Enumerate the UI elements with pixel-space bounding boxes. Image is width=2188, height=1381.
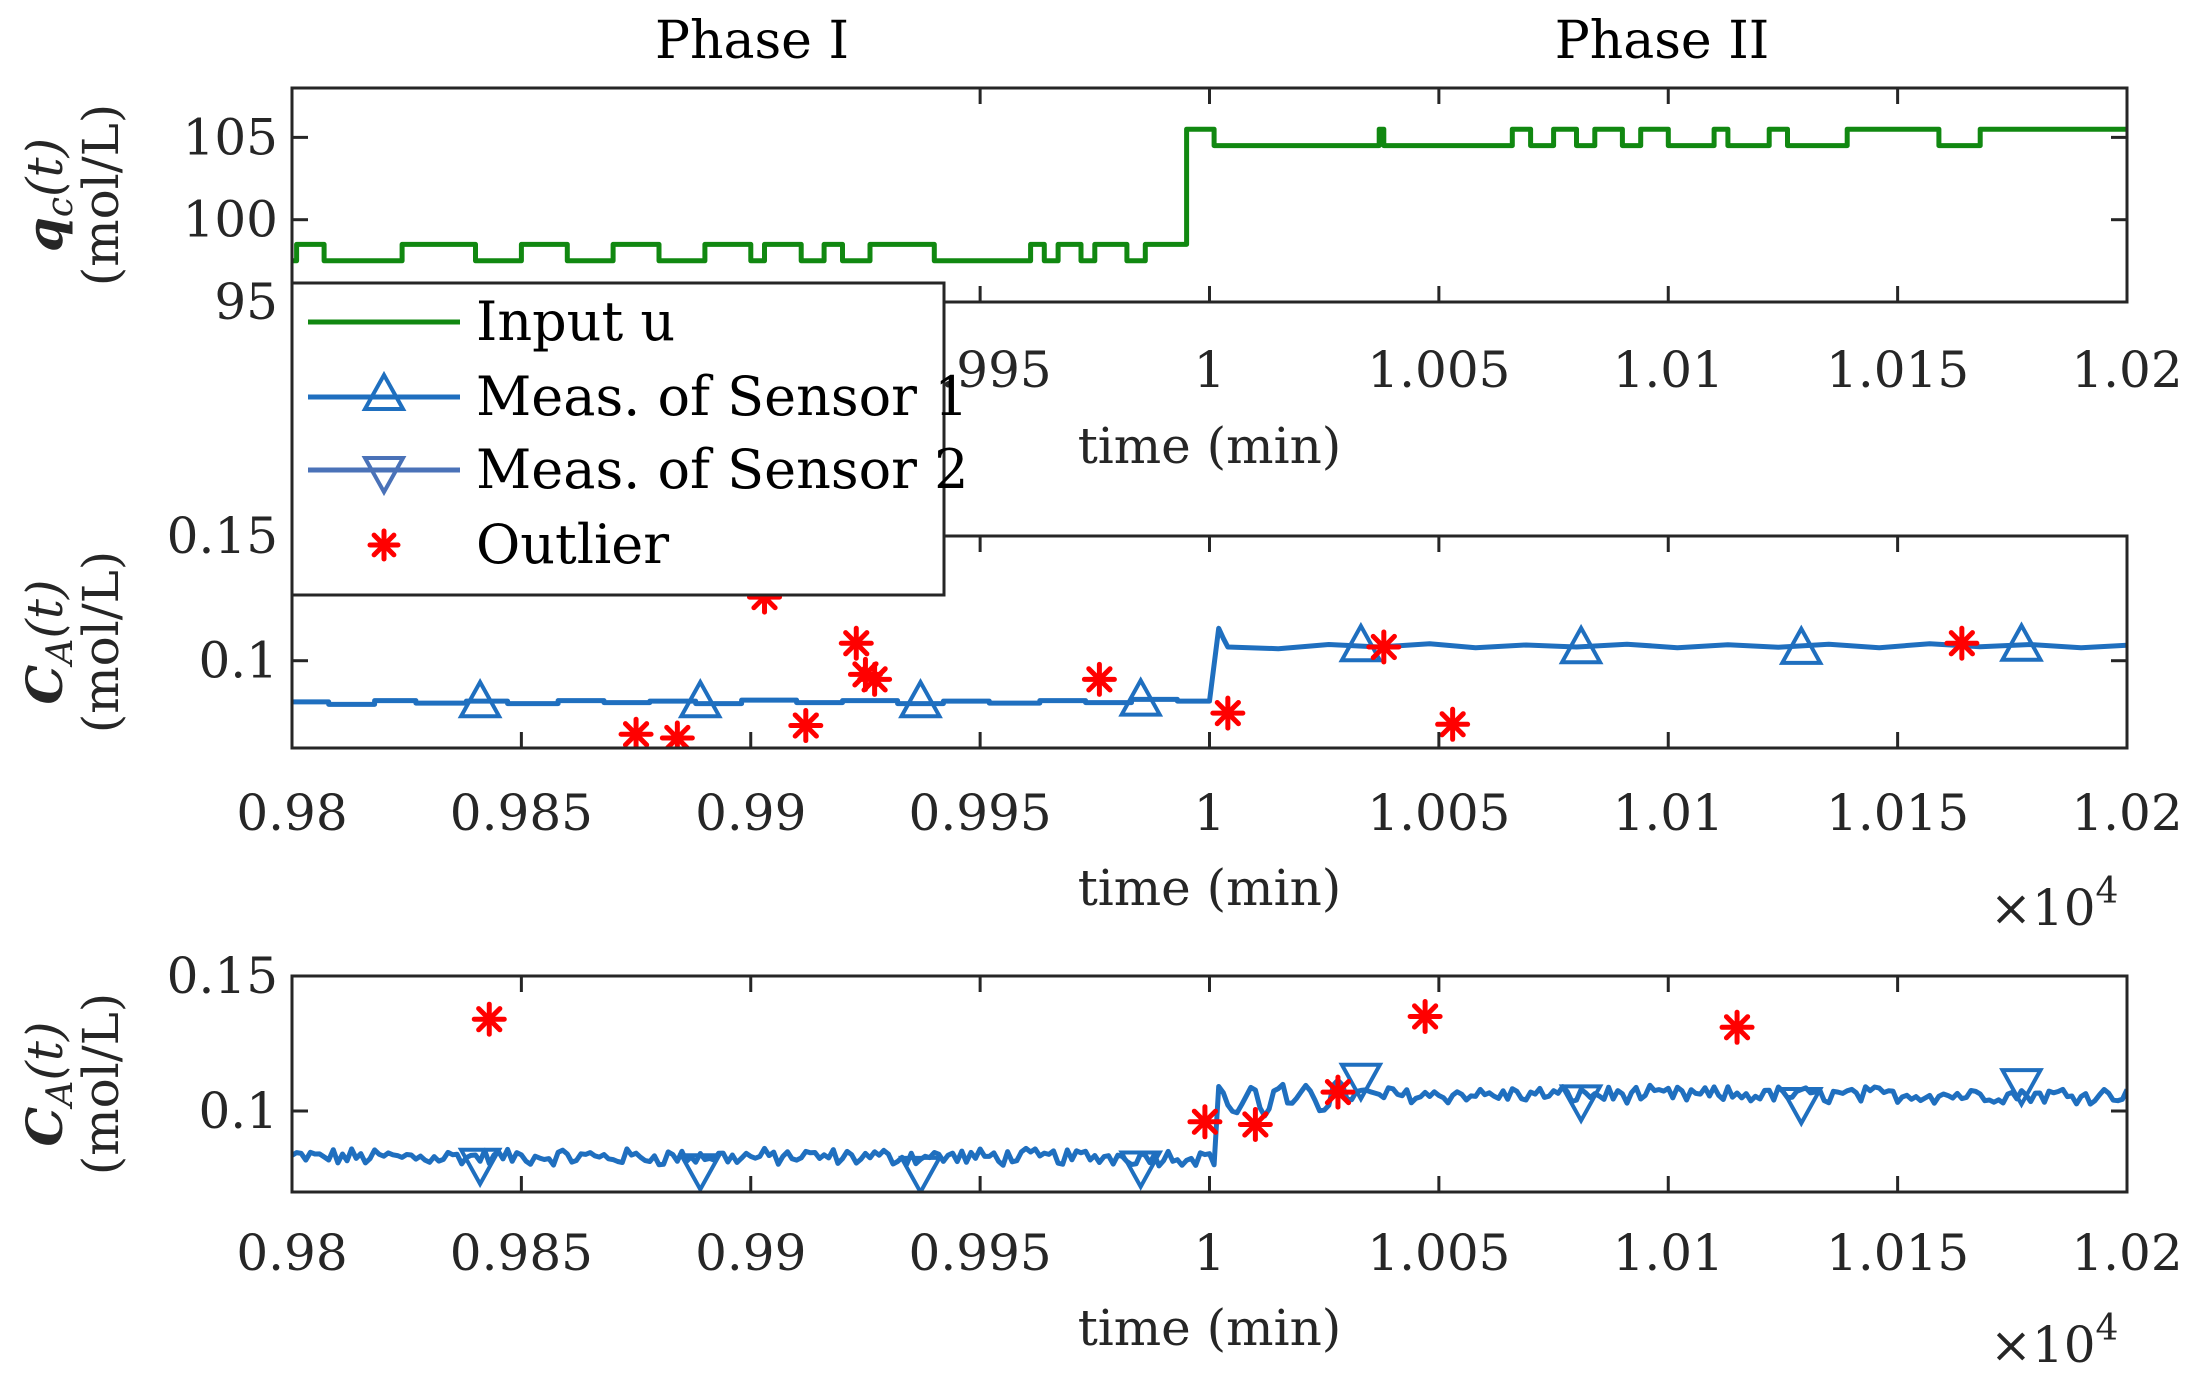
x-tick-label: 0.99 bbox=[695, 784, 806, 842]
y-tick-label: 0.1 bbox=[198, 632, 278, 690]
x-tick-label: 1.015 bbox=[1826, 1224, 1969, 1282]
x-tick-label: 1.02 bbox=[2071, 784, 2182, 842]
legend-triangle-up-icon bbox=[361, 370, 407, 411]
legend-asterisk-icon bbox=[367, 528, 401, 562]
y-tick-label: 0.15 bbox=[167, 507, 278, 565]
triangle-down-marker bbox=[898, 1155, 943, 1192]
x-axis-label: time (min) bbox=[1078, 859, 1342, 917]
outlier-point bbox=[1944, 625, 1980, 661]
y-axis-unit: (mol/L) bbox=[72, 993, 130, 1176]
x-tick-label: 1.005 bbox=[1367, 784, 1510, 842]
legend-item-outlier: Outlier bbox=[367, 513, 669, 576]
series-line bbox=[292, 126, 2127, 264]
outlier-point bbox=[1719, 1009, 1755, 1045]
outlier-point bbox=[471, 1001, 507, 1037]
x-tick-label: 1.005 bbox=[1367, 341, 1510, 399]
x-tick-label: 1 bbox=[1194, 784, 1226, 842]
legend: Input u Meas. of Sensor 1 Meas. of Senso… bbox=[290, 281, 968, 597]
x-tick-label: 0.99 bbox=[695, 1224, 806, 1282]
x-tick-label: 0.995 bbox=[909, 784, 1052, 842]
triangle-down-marker bbox=[1999, 1068, 2044, 1109]
x-tick-label: 1.01 bbox=[1613, 784, 1724, 842]
outlier-point bbox=[1320, 1074, 1356, 1110]
outlier-point bbox=[1187, 1104, 1223, 1140]
x-tick-label: 1.005 bbox=[1367, 1224, 1510, 1282]
series-meas-of-sensor-2 bbox=[292, 1062, 2127, 1192]
legend-sensor1-label: Meas. of Sensor 1 bbox=[476, 365, 968, 428]
x-multiplier-middle: ×104 bbox=[1990, 871, 2118, 937]
y-tick-label: 0.1 bbox=[198, 1082, 278, 1140]
x-tick-label: 1.01 bbox=[1613, 341, 1724, 399]
triangle-down-marker bbox=[1338, 1062, 1384, 1104]
triangle-down-marker bbox=[1778, 1087, 1824, 1128]
legend-box bbox=[290, 281, 946, 597]
triangle-up-marker bbox=[1999, 621, 2044, 662]
panel-middle: 0.98 0.985 0.99 0.995 1 1.005 1.01 1.015 1.02 0.1… bbox=[15, 507, 2183, 917]
y-tick-label: 95 bbox=[214, 273, 278, 331]
y-axis-label: qc(t) bbox=[15, 138, 81, 252]
outlier-point bbox=[788, 708, 824, 744]
triangle-down-marker bbox=[457, 1147, 503, 1189]
x-multiplier-bottom: ×104 bbox=[1990, 1308, 2118, 1374]
triangle-down-marker bbox=[1118, 1150, 1164, 1191]
outlier-point bbox=[857, 661, 893, 697]
triangle-down-marker bbox=[1558, 1084, 1604, 1125]
panel-bottom: 0.98 0.985 0.99 0.995 1 1.005 1.01 1.015 1.02 0.1… bbox=[15, 947, 2183, 1357]
legend-sensor2-label: Meas. of Sensor 2 bbox=[476, 438, 968, 501]
x-tick-label: 0.985 bbox=[450, 1224, 593, 1282]
series-outlier bbox=[471, 999, 1755, 1142]
phase-1-title: Phase I bbox=[655, 11, 849, 71]
x-tick-label: 1.02 bbox=[2071, 1224, 2182, 1282]
triangle-up-marker bbox=[1118, 676, 1164, 717]
outlier-point bbox=[1237, 1107, 1273, 1142]
series-line bbox=[292, 1077, 2127, 1169]
series-meas-of-sensor-1 bbox=[292, 621, 2127, 719]
x-axis-label: time (min) bbox=[1078, 1299, 1342, 1357]
outlier-point bbox=[659, 720, 695, 748]
triangle-up-marker bbox=[457, 677, 503, 719]
triangle-up-marker bbox=[677, 677, 723, 719]
outlier-point bbox=[1407, 999, 1443, 1034]
x-tick-label: 0.98 bbox=[236, 1224, 347, 1282]
x-tick-label: 1.02 bbox=[2071, 341, 2182, 399]
legend-outlier-label: Outlier bbox=[476, 513, 669, 576]
x-tick-label: 1 bbox=[1194, 341, 1226, 399]
y-axis-unit: (mol/L) bbox=[72, 551, 130, 734]
x-tick-label: 1.01 bbox=[1613, 1224, 1724, 1282]
series-line bbox=[292, 625, 2127, 707]
x-tick-label: 1.015 bbox=[1826, 341, 1969, 399]
x-tick-label: 1.015 bbox=[1826, 784, 1969, 842]
triangle-up-marker bbox=[898, 677, 943, 719]
y-axis-label: CA(t) bbox=[15, 1022, 81, 1147]
y-tick-label: 100 bbox=[183, 191, 278, 249]
legend-item-sensor2: Meas. of Sensor 2 bbox=[308, 438, 968, 501]
legend-input-label: Input u bbox=[476, 290, 675, 353]
y-axis-unit: (mol/L) bbox=[72, 104, 130, 287]
outlier-point bbox=[1081, 661, 1117, 697]
triangle-up-marker bbox=[1338, 621, 1384, 663]
legend-triangle-down-icon bbox=[361, 456, 407, 497]
series-outlier bbox=[618, 579, 1980, 748]
outlier-point bbox=[838, 625, 874, 661]
outlier-point bbox=[1435, 706, 1471, 742]
phase-2-title: Phase II bbox=[1555, 11, 1770, 71]
outlier-point bbox=[1366, 629, 1402, 665]
x-tick-label: 0.98 bbox=[236, 784, 347, 842]
x-tick-label: 0.995 bbox=[909, 1224, 1052, 1282]
x-tick-label: 1 bbox=[1194, 1224, 1226, 1282]
y-tick-label: 105 bbox=[183, 108, 278, 166]
legend-item-input: Input u bbox=[308, 290, 675, 353]
x-tick-label: 0.985 bbox=[450, 784, 593, 842]
triangle-down-marker bbox=[677, 1153, 723, 1192]
series-input-u bbox=[292, 126, 2127, 264]
triangle-up-marker bbox=[1558, 623, 1604, 665]
legend-item-sensor1: Meas. of Sensor 1 bbox=[308, 365, 968, 428]
triangle-up-marker bbox=[1778, 624, 1824, 665]
outlier-point bbox=[618, 716, 654, 748]
outlier-point bbox=[1210, 695, 1246, 731]
y-tick-label: 0.15 bbox=[167, 947, 278, 1005]
x-axis-label: time (min) bbox=[1078, 417, 1342, 475]
y-axis-label: CA(t) bbox=[15, 580, 81, 705]
